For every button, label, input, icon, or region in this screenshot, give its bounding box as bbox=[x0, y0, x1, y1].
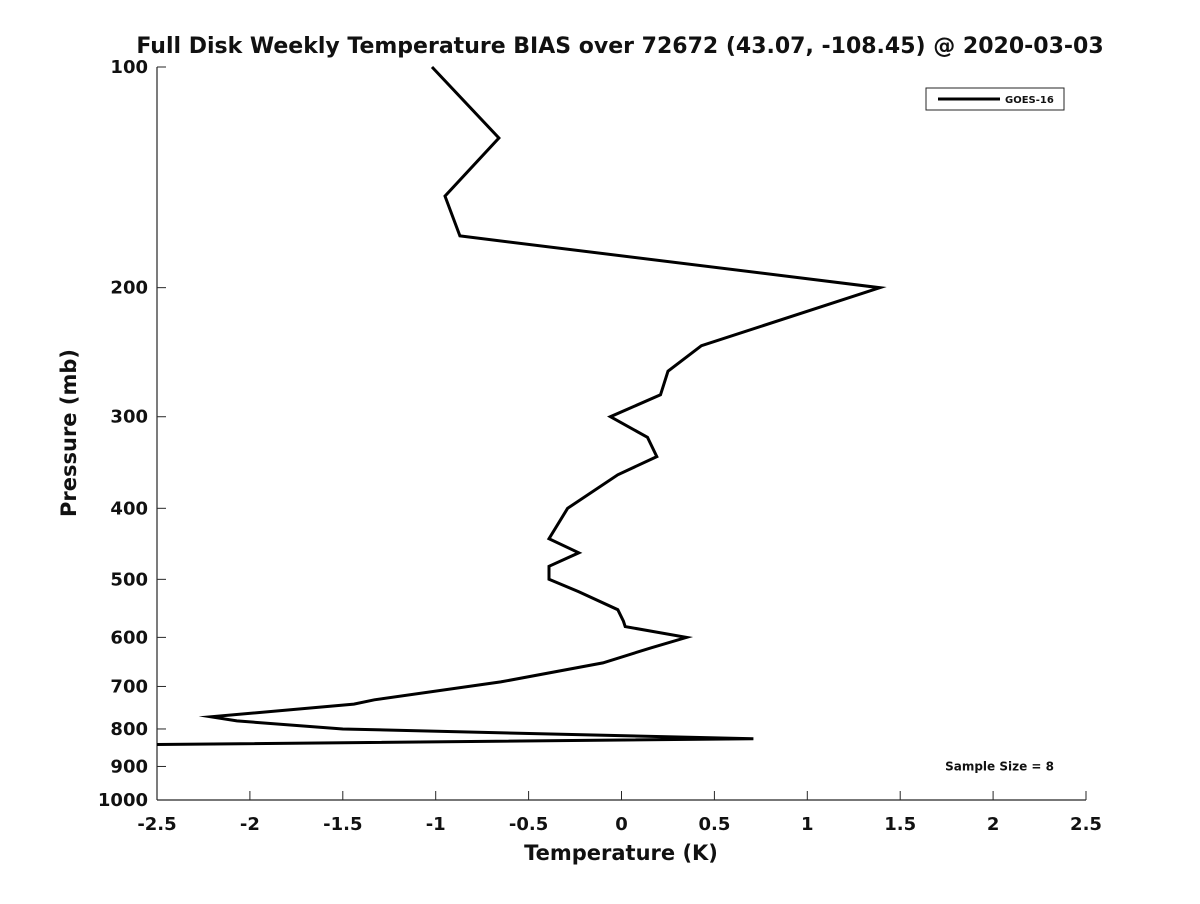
x-tick-label: -2.5 bbox=[137, 814, 176, 835]
x-tick-label: 0 bbox=[615, 814, 628, 835]
legend-label: GOES-16 bbox=[1005, 95, 1054, 106]
y-tick-label: 1000 bbox=[98, 790, 148, 811]
y-tick-label: 300 bbox=[110, 407, 148, 428]
series-layer bbox=[156, 65, 887, 746]
y-tick-label: 900 bbox=[110, 756, 148, 777]
y-tick-label: 400 bbox=[110, 498, 148, 519]
x-tick-label: -0.5 bbox=[509, 814, 548, 835]
x-tick-label: 0.5 bbox=[698, 814, 730, 835]
legend: GOES-16 bbox=[925, 87, 1065, 111]
x-tick-label: 1 bbox=[801, 814, 814, 835]
plot-area bbox=[157, 67, 1086, 800]
x-tick-label: -1 bbox=[426, 814, 446, 835]
y-tick-label: 200 bbox=[110, 278, 148, 299]
y-axis-label: Pressure (mb) bbox=[57, 349, 81, 517]
x-tick-label: 2 bbox=[987, 814, 1000, 835]
x-tick-label: 1.5 bbox=[884, 814, 916, 835]
y-tick-label: 600 bbox=[110, 627, 148, 648]
y-tick-label: 700 bbox=[110, 676, 148, 697]
y-tick-label: 800 bbox=[110, 719, 148, 740]
x-tick-label: 2.5 bbox=[1070, 814, 1102, 835]
annotation-layer: Sample Size = 8 bbox=[945, 759, 1054, 773]
series-line-goes-16 bbox=[156, 65, 887, 746]
ticks-layer: -2.5 -2 -1.5 -1 -0.5 0 0.5 1 1.5 2 2.5 100 200 300 400… bbox=[98, 57, 1102, 835]
y-tick-label: 100 bbox=[110, 57, 148, 78]
x-tick-label: -1.5 bbox=[323, 814, 362, 835]
chart-title: Full Disk Weekly Temperature BIAS over 7… bbox=[136, 34, 1103, 59]
x-tick-label: -2 bbox=[240, 814, 260, 835]
sample-size-annotation: Sample Size = 8 bbox=[945, 759, 1054, 773]
x-axis-label: Temperature (K) bbox=[524, 841, 718, 865]
y-tick-label: 500 bbox=[110, 569, 148, 590]
